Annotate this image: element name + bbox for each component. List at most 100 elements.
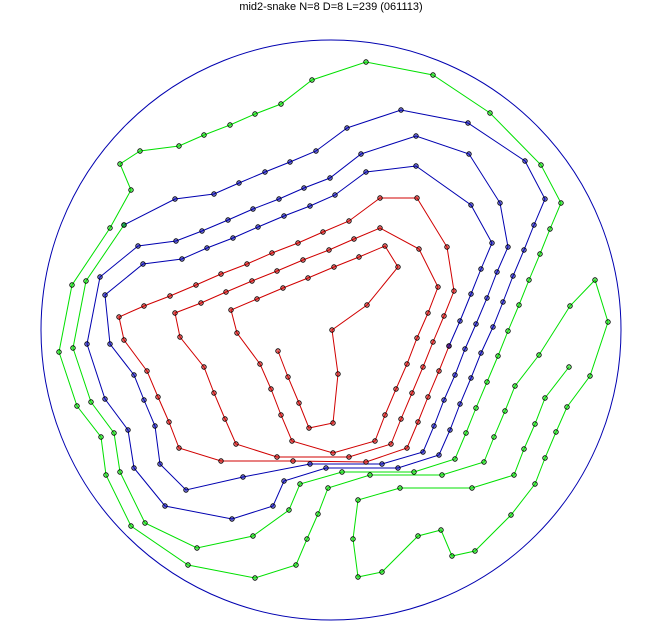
data-point-1-53 (229, 516, 235, 522)
data-point-1-72 (344, 125, 350, 131)
data-point-0-28 (435, 284, 441, 290)
data-point-1-41 (276, 196, 282, 202)
data-point-0-27 (425, 310, 431, 316)
data-point-0-76 (425, 394, 431, 400)
data-point-1-60 (457, 401, 463, 407)
data-point-0-54 (414, 195, 420, 201)
data-point-2-52 (481, 459, 487, 465)
data-point-2-28 (309, 77, 315, 83)
data-point-0-50 (430, 339, 436, 345)
data-point-0-18 (268, 386, 274, 392)
data-point-1-44 (199, 228, 205, 234)
data-point-2-56 (536, 352, 542, 358)
data-point-2-46 (293, 562, 299, 568)
data-point-0-77 (436, 368, 442, 374)
data-point-2-42 (103, 472, 109, 478)
data-point-0-3 (306, 425, 312, 431)
data-point-1-56 (323, 465, 329, 471)
data-point-2-69 (415, 533, 421, 539)
data-point-0-37 (198, 300, 204, 306)
data-point-2-75 (469, 485, 475, 491)
data-point-2-77 (521, 446, 527, 452)
data-point-1-23 (240, 474, 246, 480)
data-point-1-40 (301, 185, 307, 191)
data-point-0-2 (296, 400, 302, 406)
data-point-2-9 (286, 507, 292, 513)
data-point-2-50 (367, 472, 373, 478)
data-point-1-25 (379, 461, 385, 467)
data-point-0-5 (335, 371, 341, 377)
data-point-0-1 (285, 374, 291, 380)
data-point-0-38 (172, 310, 178, 316)
data-point-1-37 (413, 133, 419, 139)
data-point-1-76 (236, 180, 242, 186)
data-point-1-74 (287, 159, 293, 165)
data-point-2-1 (83, 278, 89, 284)
data-point-2-63 (542, 455, 548, 461)
data-point-1-35 (497, 200, 503, 206)
data-point-1-49 (102, 396, 108, 402)
data-point-0-47 (398, 416, 404, 422)
data-point-1-62 (478, 350, 484, 356)
data-point-1-73 (313, 148, 319, 154)
data-point-2-68 (438, 527, 444, 533)
data-point-0-13 (280, 285, 286, 291)
data-point-0-58 (295, 240, 301, 246)
data-point-2-36 (128, 187, 134, 193)
data-point-1-59 (447, 427, 453, 433)
data-point-2-40 (74, 403, 80, 409)
data-point-1-0 (446, 343, 452, 349)
data-point-0-9 (382, 243, 388, 249)
data-point-0-33 (300, 257, 306, 263)
data-point-1-31 (473, 321, 479, 327)
data-point-2-33 (176, 143, 182, 149)
data-point-1-21 (157, 461, 163, 467)
data-point-0-39 (177, 334, 183, 340)
data-point-0-53 (444, 244, 450, 250)
data-point-0-6 (329, 327, 335, 333)
data-point-1-6 (413, 163, 419, 169)
data-point-1-9 (307, 203, 313, 209)
data-point-1-18 (131, 372, 137, 378)
data-point-2-55 (512, 383, 518, 389)
data-point-0-23 (382, 412, 388, 418)
data-point-2-0 (121, 222, 127, 228)
data-point-0-17 (257, 361, 263, 367)
data-point-2-25 (487, 110, 493, 116)
data-point-2-17 (495, 353, 501, 359)
data-point-0-59 (269, 250, 275, 256)
data-point-1-71 (398, 107, 404, 113)
data-point-2-30 (252, 111, 258, 117)
data-point-2-71 (355, 574, 361, 580)
data-point-2-64 (532, 481, 538, 487)
data-point-1-30 (462, 346, 468, 352)
series-line-1 (86, 109, 546, 520)
data-point-0-36 (223, 289, 229, 295)
data-point-0-66 (121, 337, 127, 343)
data-point-0-40 (201, 364, 207, 370)
data-point-2-38 (69, 282, 75, 288)
data-point-0-68 (155, 394, 161, 400)
data-point-2-34 (137, 148, 143, 154)
data-point-2-45 (252, 575, 258, 581)
data-point-0-46 (388, 441, 394, 447)
data-point-0-7 (364, 302, 370, 308)
data-point-2-10 (297, 481, 303, 487)
data-point-2-41 (98, 434, 104, 440)
data-point-2-31 (227, 122, 233, 128)
data-point-2-37 (107, 225, 113, 231)
data-point-1-55 (281, 478, 287, 484)
data-point-2-29 (278, 101, 284, 107)
data-point-1-45 (173, 238, 179, 244)
data-point-2-62 (553, 429, 559, 435)
data-point-1-7 (363, 169, 369, 175)
data-point-2-18 (505, 328, 511, 334)
data-point-2-54 (502, 408, 508, 414)
data-point-2-3 (88, 399, 94, 405)
data-point-0-63 (167, 293, 173, 299)
data-point-2-78 (532, 421, 538, 427)
data-point-1-68 (542, 196, 548, 202)
data-point-1-75 (262, 169, 268, 175)
data-point-0-67 (144, 368, 150, 374)
